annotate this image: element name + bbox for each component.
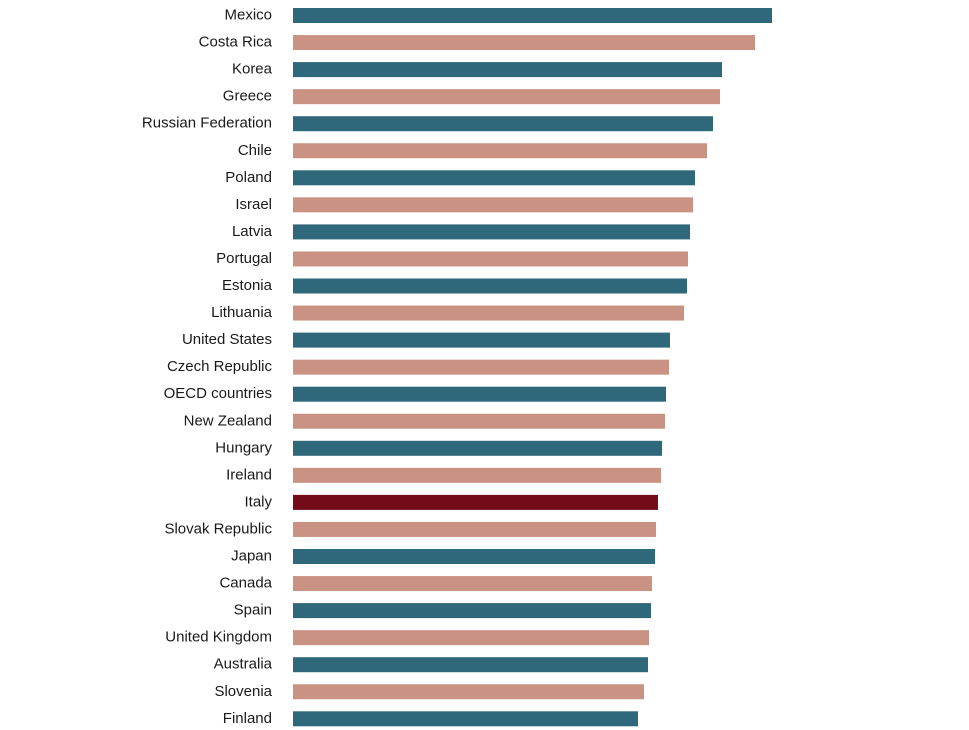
category-label: Korea [232, 61, 273, 78]
category-label: Australia [214, 656, 273, 673]
bar-greece [293, 89, 720, 105]
bar-australia [293, 657, 648, 673]
bar-canada [293, 576, 652, 592]
bar-united-kingdom [293, 630, 649, 646]
category-label: Lithuania [211, 304, 273, 321]
category-label: Czech Republic [167, 358, 273, 375]
category-label: Slovenia [214, 683, 272, 700]
category-label: Chile [238, 142, 272, 159]
category-label: Portugal [216, 250, 272, 267]
bar-latvia [293, 224, 690, 240]
bar-slovak-republic [293, 521, 656, 537]
category-label: Japan [231, 548, 272, 565]
category-label: Greece [223, 88, 272, 105]
category-label: Finland [223, 710, 272, 727]
bar-mexico [293, 8, 772, 23]
bar-new-zealand [293, 413, 665, 429]
bar-slovenia [293, 684, 644, 700]
category-label: Costa Rica [199, 34, 273, 51]
category-label: Estonia [222, 277, 273, 294]
bar-hungary [293, 440, 662, 456]
category-label: Israel [235, 196, 272, 213]
bar-poland [293, 170, 695, 186]
bar-korea [293, 62, 722, 78]
bar-portugal [293, 251, 688, 267]
category-label: Russian Federation [142, 115, 272, 132]
bar-czech-republic [293, 359, 669, 375]
bar-costa-rica [293, 35, 755, 51]
bar-italy [293, 494, 658, 510]
category-label: Hungary [215, 439, 272, 456]
category-label: OECD countries [164, 385, 272, 402]
bar-united-states [293, 332, 670, 348]
category-label: Slovak Republic [164, 520, 272, 537]
category-label: Canada [219, 575, 272, 592]
category-label: Spain [234, 602, 272, 619]
bar-lithuania [293, 305, 684, 321]
category-label: Mexico [224, 7, 272, 24]
category-label: Poland [225, 169, 272, 186]
category-label: United States [182, 331, 272, 348]
bar-chile [293, 143, 707, 159]
category-label: Italy [244, 493, 272, 510]
category-label: United Kingdom [165, 629, 272, 646]
bar-ireland [293, 467, 661, 483]
bar-estonia [293, 278, 687, 294]
category-label: Latvia [232, 223, 273, 240]
bar-finland [293, 711, 638, 727]
bar-spain [293, 603, 651, 619]
category-label: New Zealand [184, 412, 272, 429]
category-label: Ireland [226, 466, 272, 483]
bar-russian-federation [293, 116, 713, 132]
bar-israel [293, 197, 693, 213]
bar-japan [293, 549, 655, 564]
bar-oecd-countries [293, 386, 666, 402]
